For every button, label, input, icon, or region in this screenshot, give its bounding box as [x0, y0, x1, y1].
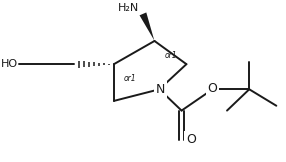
Text: O: O: [208, 82, 217, 95]
Text: O: O: [186, 133, 196, 146]
Text: H₂N: H₂N: [118, 3, 139, 13]
Text: or1: or1: [124, 74, 136, 83]
Text: HO: HO: [1, 59, 18, 69]
Text: N: N: [156, 83, 165, 96]
Text: or1: or1: [164, 51, 177, 60]
Polygon shape: [140, 12, 154, 40]
